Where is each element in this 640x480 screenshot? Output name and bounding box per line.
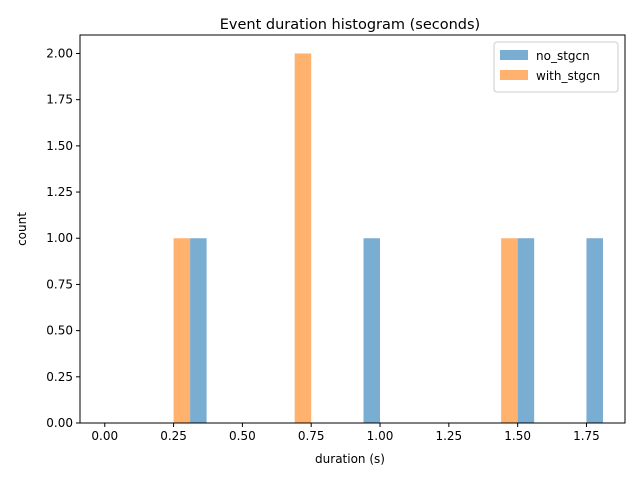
bar-no_stgcn-1 xyxy=(363,238,381,423)
x-tick-label: 1.00 xyxy=(367,429,394,443)
bar-no_stgcn-2 xyxy=(517,238,535,423)
bar-no_stgcn-0 xyxy=(190,238,207,423)
plot-frame xyxy=(79,34,626,424)
x-axis: 0.00 0.25 0.50 0.75 1.00 1.25 1.50 1.75 xyxy=(91,423,600,443)
y-tick-label: 0.00 xyxy=(46,416,73,430)
y-tick-label: 2.00 xyxy=(46,46,73,60)
chart-title: Event duration histogram (seconds) xyxy=(220,17,480,33)
y-tick-label: 1.50 xyxy=(46,139,73,153)
legend-swatch-with_stgcn xyxy=(500,70,528,80)
legend: no_stgcn with_stgcn xyxy=(493,41,619,93)
x-tick-label: 0.25 xyxy=(160,429,187,443)
bar-with_stgcn-1 xyxy=(294,53,312,423)
y-tick-label: 0.50 xyxy=(46,324,73,338)
y-axis-label: count xyxy=(15,212,29,246)
bars-layer xyxy=(173,53,603,423)
x-tick-label: 0.00 xyxy=(91,429,118,443)
y-axis: 0.00 0.25 0.50 0.75 1.00 1.25 1.50 1.75 2.00 xyxy=(46,46,80,430)
bar-with_stgcn-2 xyxy=(501,238,518,423)
x-tick-label: 1.75 xyxy=(573,429,600,443)
x-tick-label: 0.75 xyxy=(298,429,325,443)
x-tick-label: 0.50 xyxy=(229,429,256,443)
y-tick-label: 1.25 xyxy=(46,185,73,199)
bar-no_stgcn-3 xyxy=(586,238,603,423)
legend-swatch-no_stgcn xyxy=(500,50,528,60)
bar-with_stgcn-0 xyxy=(173,238,191,423)
legend-label-with_stgcn: with_stgcn xyxy=(536,69,600,83)
y-tick-label: 0.75 xyxy=(46,277,73,291)
x-axis-label: duration (s) xyxy=(315,452,385,466)
y-tick-label: 1.75 xyxy=(46,93,73,107)
legend-label-no_stgcn: no_stgcn xyxy=(536,49,590,63)
y-tick-label: 1.00 xyxy=(46,231,73,245)
y-tick-label: 0.25 xyxy=(46,370,73,384)
x-tick-label: 1.25 xyxy=(435,429,462,443)
x-tick-label: 1.50 xyxy=(504,429,531,443)
